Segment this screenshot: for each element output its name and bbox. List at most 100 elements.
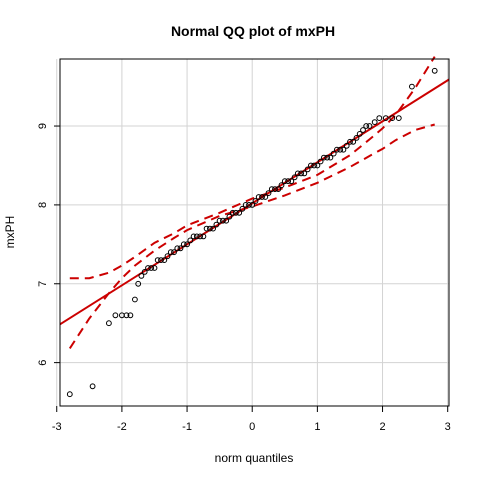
x-tick-label: 2 bbox=[379, 421, 385, 433]
data-point bbox=[366, 123, 373, 129]
data-point bbox=[259, 194, 265, 200]
data-points bbox=[66, 67, 438, 398]
data-point bbox=[360, 127, 366, 133]
data-point bbox=[262, 194, 269, 200]
data-point bbox=[66, 391, 73, 398]
data-point bbox=[203, 225, 210, 232]
data-point bbox=[151, 265, 158, 271]
data-point bbox=[304, 166, 311, 173]
data-point bbox=[161, 257, 168, 264]
data-point bbox=[356, 131, 363, 137]
data-point bbox=[278, 182, 285, 189]
data-point bbox=[317, 158, 324, 165]
plot-frame bbox=[59, 58, 450, 407]
y-tick-label: 6 bbox=[37, 360, 49, 366]
y-tick-label: 9 bbox=[37, 123, 49, 129]
data-point bbox=[174, 245, 181, 252]
data-point bbox=[229, 209, 236, 216]
data-point bbox=[268, 186, 275, 193]
data-point bbox=[207, 225, 213, 232]
data-point bbox=[158, 257, 164, 264]
data-point bbox=[123, 312, 130, 319]
data-point bbox=[184, 241, 191, 248]
data-point bbox=[242, 202, 249, 208]
data-point bbox=[148, 265, 155, 271]
data-point bbox=[239, 205, 246, 212]
data-point bbox=[197, 233, 204, 240]
data-point bbox=[255, 194, 262, 200]
data-point bbox=[350, 138, 357, 145]
data-point bbox=[180, 241, 187, 248]
data-point bbox=[285, 178, 292, 185]
data-point bbox=[200, 233, 207, 240]
data-point bbox=[154, 257, 161, 264]
chart-title: Normal QQ plot of mxPH bbox=[171, 23, 335, 39]
data-point bbox=[294, 170, 301, 177]
data-point bbox=[431, 67, 438, 74]
data-point bbox=[145, 265, 151, 271]
data-point bbox=[249, 202, 256, 208]
data-point bbox=[330, 150, 337, 157]
y-axis-label: mxPH bbox=[3, 216, 17, 249]
data-point bbox=[89, 383, 96, 390]
y-axis: 6 7 8 9 bbox=[37, 123, 60, 366]
data-point bbox=[371, 119, 378, 125]
data-point bbox=[337, 146, 344, 153]
data-point bbox=[389, 115, 396, 121]
data-point bbox=[132, 296, 138, 303]
data-point bbox=[138, 273, 145, 279]
data-point bbox=[275, 186, 282, 193]
data-point bbox=[141, 269, 148, 275]
data-point bbox=[193, 233, 200, 240]
data-point bbox=[376, 115, 383, 121]
data-point bbox=[347, 138, 353, 145]
data-point bbox=[220, 217, 226, 224]
data-point bbox=[395, 115, 402, 121]
data-point bbox=[246, 202, 252, 208]
x-tick-label: 1 bbox=[314, 421, 320, 433]
lower-envelope-line bbox=[68, 123, 435, 349]
data-point bbox=[164, 253, 171, 260]
data-point bbox=[112, 312, 119, 319]
data-point bbox=[106, 320, 112, 327]
data-point bbox=[213, 221, 220, 228]
data-point bbox=[321, 154, 327, 161]
grid-lines bbox=[56, 59, 449, 406]
data-point bbox=[187, 237, 194, 244]
data-point bbox=[382, 115, 389, 121]
data-point bbox=[353, 135, 360, 141]
data-point bbox=[223, 217, 230, 224]
data-point bbox=[314, 162, 321, 169]
x-axis: -3 -2 -1 0 1 2 3 bbox=[52, 406, 451, 433]
data-point bbox=[233, 209, 239, 216]
data-point bbox=[409, 83, 415, 90]
data-point bbox=[343, 142, 350, 149]
data-point bbox=[281, 178, 288, 185]
data-point bbox=[298, 170, 305, 177]
data-point bbox=[340, 146, 347, 153]
data-point bbox=[334, 146, 340, 153]
data-point bbox=[291, 174, 298, 181]
data-point bbox=[190, 233, 197, 240]
data-point bbox=[171, 249, 177, 256]
data-point bbox=[311, 162, 318, 169]
data-point bbox=[226, 213, 233, 220]
data-point bbox=[127, 312, 134, 319]
data-point bbox=[324, 154, 331, 161]
y-tick-label: 8 bbox=[37, 202, 49, 208]
confidence-envelope bbox=[68, 56, 436, 349]
data-point bbox=[236, 209, 243, 216]
x-tick-label: -2 bbox=[117, 421, 127, 433]
y-tick-label: 7 bbox=[37, 281, 49, 287]
x-tick-label: 3 bbox=[445, 421, 451, 433]
x-tick-label: 0 bbox=[249, 421, 255, 433]
upper-envelope-line bbox=[69, 56, 436, 280]
data-point bbox=[252, 198, 259, 204]
x-tick-label: -3 bbox=[52, 421, 62, 433]
x-axis-label: norm quantiles bbox=[215, 451, 294, 465]
data-point bbox=[272, 186, 278, 193]
x-tick-label: -1 bbox=[182, 421, 192, 433]
data-point bbox=[363, 123, 370, 129]
data-point bbox=[327, 154, 334, 161]
